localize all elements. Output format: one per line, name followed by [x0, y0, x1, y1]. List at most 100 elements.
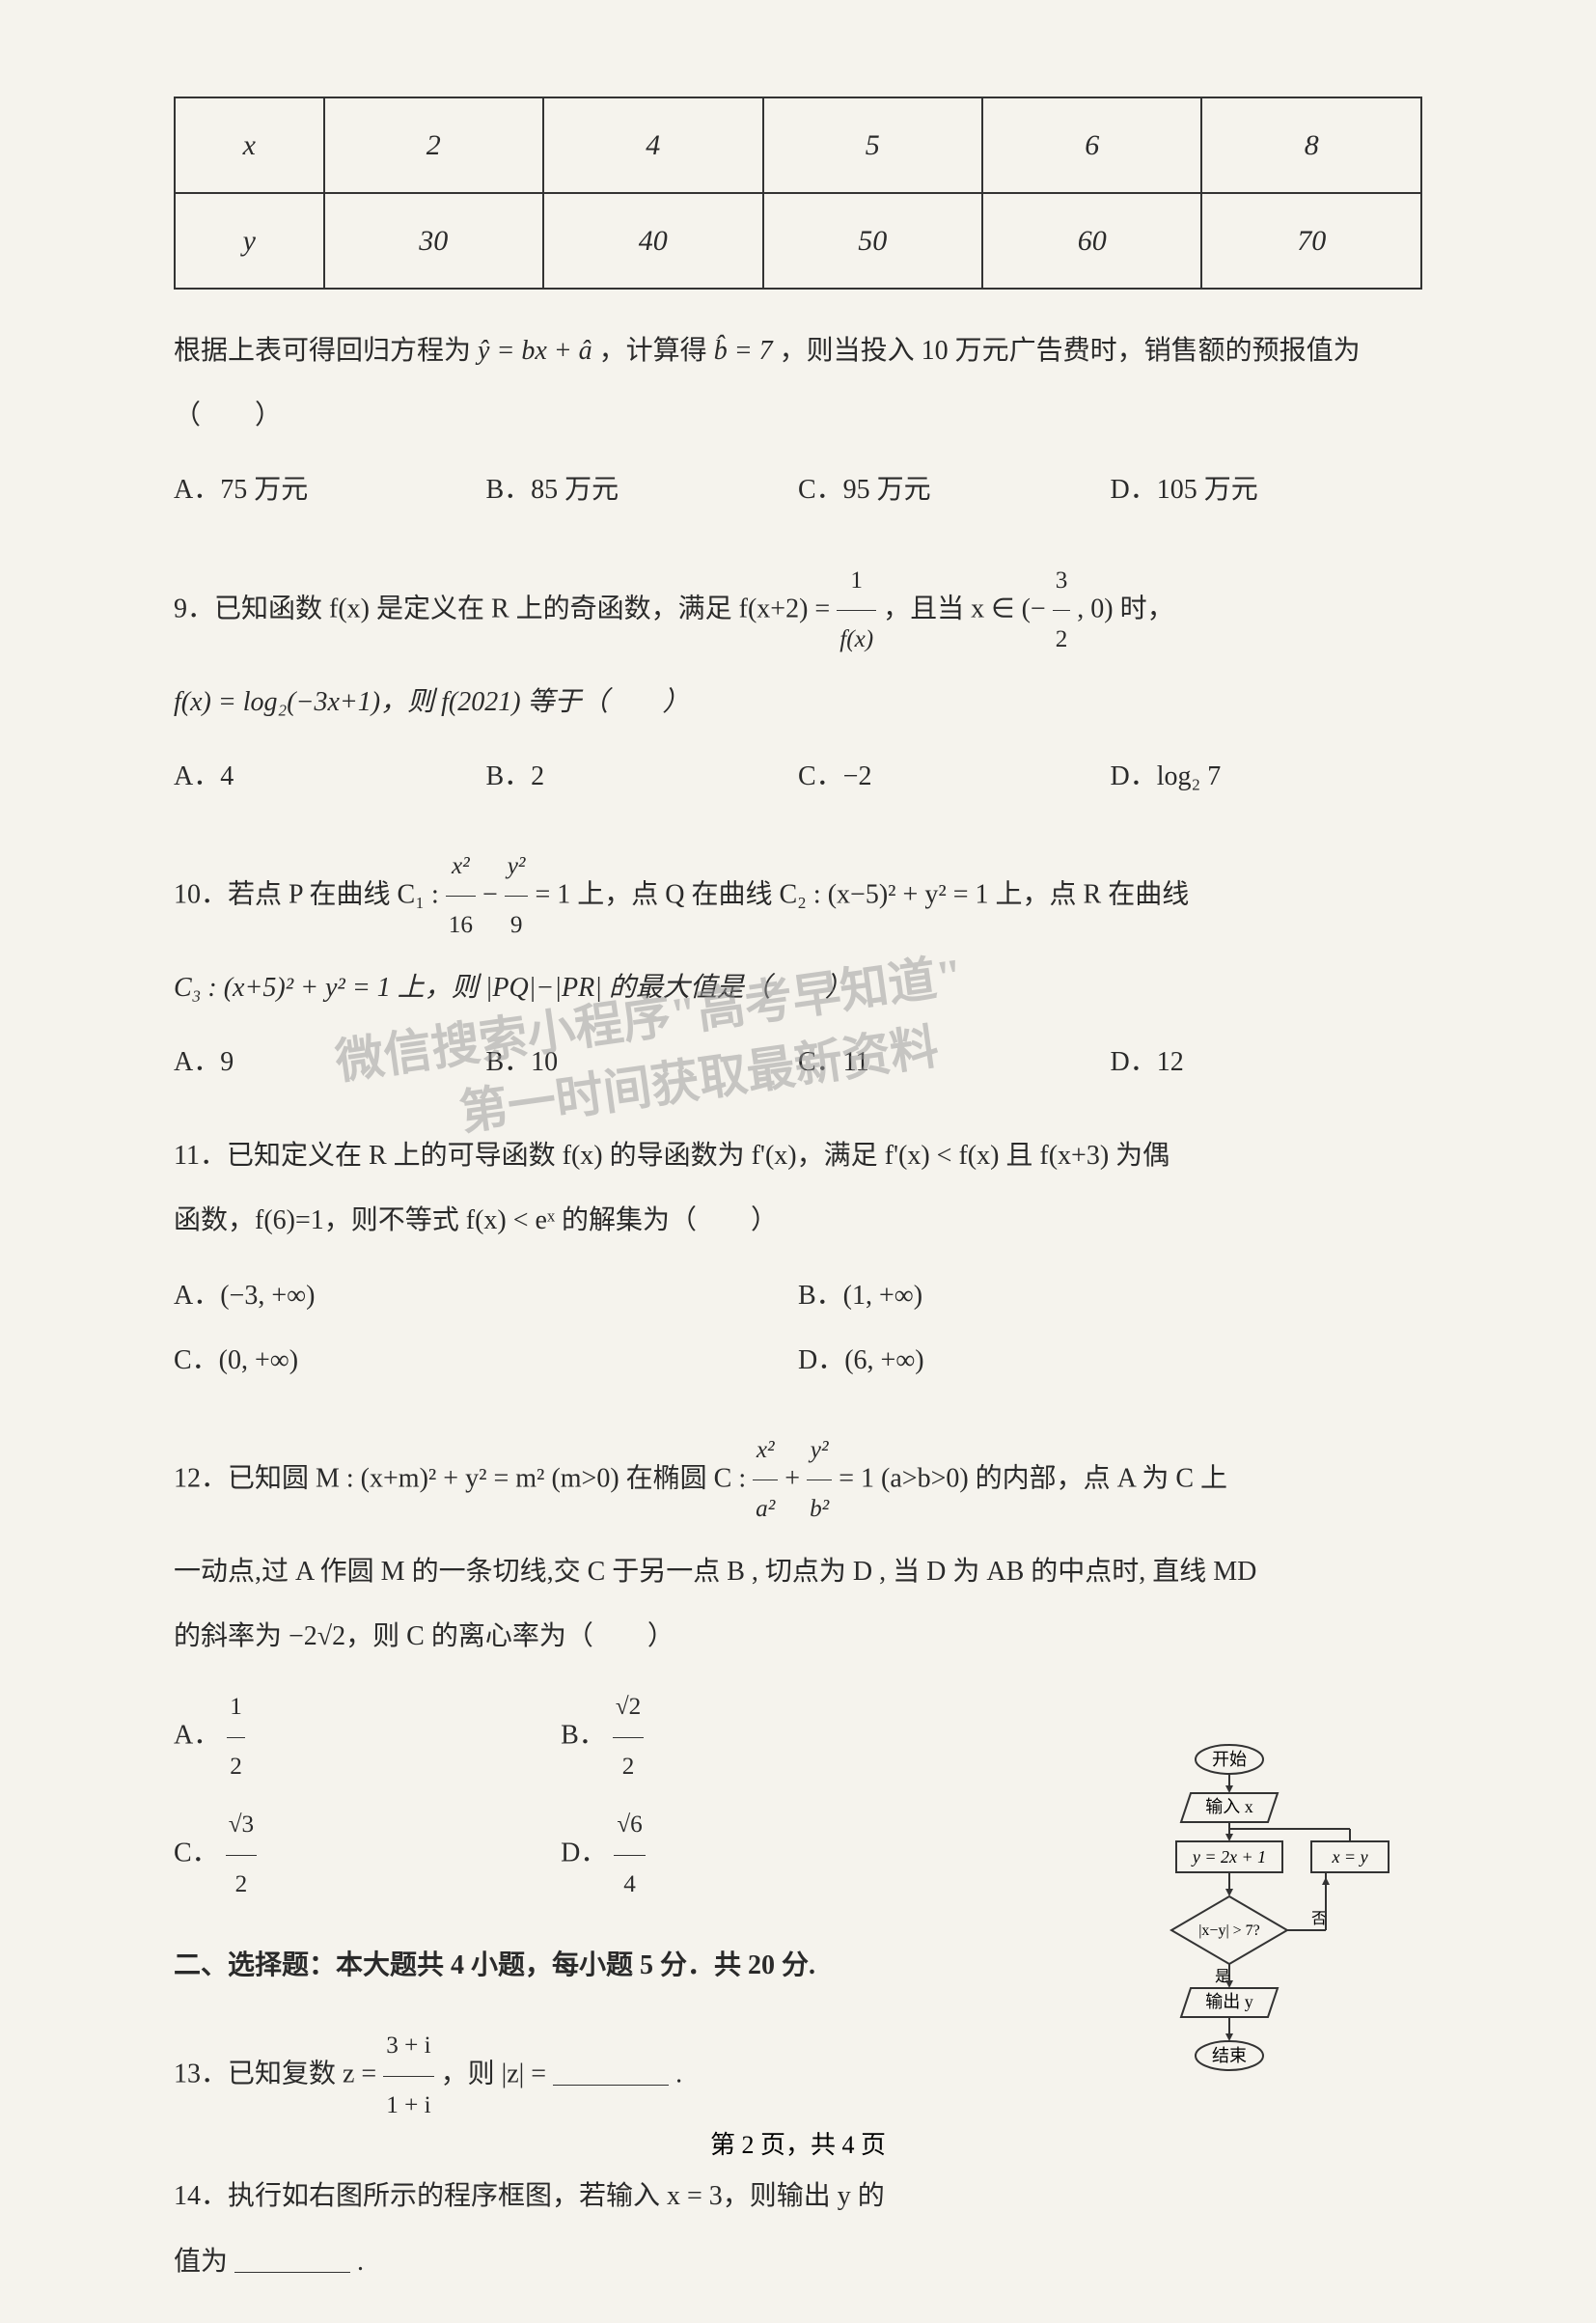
frac-num: x²: [446, 838, 476, 897]
q12-pre: 12．已知圆 M : (x+m)² + y² = m² (m>0) 在椭圆 C …: [174, 1463, 753, 1493]
flowchart-svg: 开始 输入 x y = 2x + 1 |x−y| > 7? 是 否 x = y …: [1123, 1742, 1413, 2099]
q8-text: 根据上表可得回归方程为: [174, 336, 471, 366]
question-14: 14．执行如右图所示的程序框图，若输入 x = 3，则输出 y 的 值为 .: [174, 2164, 948, 2293]
q8-b: b̂ = 7: [714, 336, 773, 366]
question-11: 11．已知定义在 R 上的可导函数 f(x) 的导函数为 f'(x)，满足 f'…: [174, 1123, 1422, 1393]
frac-num: √2: [613, 1678, 644, 1737]
option-c: C． √3 2: [174, 1796, 561, 1914]
option-b: B．10: [486, 1030, 799, 1094]
frac-num: 3: [1053, 552, 1071, 611]
q9-frac: 1 f(x): [837, 552, 876, 670]
option-a: A．(−3, +∞): [174, 1263, 798, 1328]
option-d: D． √6 4: [561, 1796, 948, 1914]
q10-pre: 10．若点 P 在曲线 C₁ :: [174, 879, 446, 909]
table-cell: 70: [1201, 193, 1421, 289]
blank-input[interactable]: [234, 2254, 350, 2273]
table-cell: 30: [324, 193, 543, 289]
opt-pre: D．: [561, 1839, 607, 1868]
q13-suffix: .: [675, 2060, 682, 2089]
frac-den: 4: [614, 1856, 645, 1914]
frac-den: 2: [227, 1738, 245, 1796]
frac-den: 2: [613, 1738, 644, 1796]
question-13: 13．已知复数 z = 3 + i 1 + i ，则 |z| = .: [174, 2017, 948, 2135]
opt-frac: √2 2: [613, 1678, 644, 1796]
q11-line2: 函数，f(6)=1，则不等式 f(x) < eˣ 的解集为（ ）: [174, 1205, 778, 1235]
table-cell: 50: [763, 193, 982, 289]
q12-line3: 的斜率为 −2√2，则 C 的离心率为（ ）: [174, 1621, 674, 1651]
frac-den: b²: [807, 1480, 832, 1538]
flow-start: 开始: [1212, 1750, 1247, 1769]
data-table: x 2 4 5 6 8 y 30 40 50 60 70: [174, 97, 1422, 290]
flow-end: 结束: [1212, 2046, 1247, 2065]
opt-pre: B．: [561, 1721, 606, 1751]
q9-prefix: 9．已知函数 f(x) 是定义在 R 上的奇函数，满足 f(x+2) =: [174, 594, 837, 623]
option-d: D．12: [1111, 1030, 1423, 1094]
q14-pre: 值为: [174, 2247, 234, 2277]
q14-line1: 14．执行如右图所示的程序框图，若输入 x = 3，则输出 y 的: [174, 2181, 885, 2211]
frac-den: 16: [446, 897, 476, 954]
frac-den: 2: [226, 1856, 257, 1914]
q10-post: = 1 上，点 Q 在曲线 C₂ : (x−5)² + y² = 1 上，点 R…: [535, 879, 1189, 909]
opt-frac: √6 4: [614, 1796, 645, 1914]
q9-mid2: , 0) 时，: [1077, 594, 1173, 623]
option-c: C．11: [798, 1030, 1111, 1094]
option-d: D．105 万元: [1111, 457, 1423, 522]
q12-post: = 1 (a>b>0) 的内部，点 A 为 C 上: [839, 1463, 1227, 1493]
option-d: D．log₂ 7: [1111, 744, 1423, 809]
frac-den: 9: [505, 897, 529, 954]
opt-frac: √3 2: [226, 1796, 257, 1914]
option-a: A． 1 2: [174, 1678, 561, 1796]
option-d: D．(6, +∞): [798, 1328, 1422, 1393]
question-9: 9．已知函数 f(x) 是定义在 R 上的奇函数，满足 f(x+2) = 1 f…: [174, 552, 1422, 809]
opt-pre: A．: [174, 1721, 220, 1751]
frac-num: 1: [837, 552, 876, 611]
q14-post: .: [357, 2247, 364, 2277]
q10-c1y: y² 9: [505, 838, 529, 955]
frac-num: 3 + i: [383, 2017, 433, 2076]
plus: +: [784, 1463, 807, 1493]
option-c: C．(0, +∞): [174, 1328, 798, 1393]
q12-options: A． 1 2 B． √2 2 C．: [174, 1678, 948, 1914]
section-2-title: 二、选择题：本大题共 4 小题，每小题 5 分．共 20 分.: [174, 1933, 948, 1998]
frac-den: a²: [753, 1480, 778, 1538]
table-cell: 40: [543, 193, 762, 289]
frac-num: 1: [227, 1678, 245, 1737]
table-row: x 2 4 5 6 8: [175, 97, 1421, 193]
table-cell: 2: [324, 97, 543, 193]
option-b: B．(1, +∞): [798, 1263, 1422, 1328]
question-8: 根据上表可得回归方程为 ŷ = bx + â ，计算得 b̂ = 7 ，则当投入…: [174, 318, 1422, 523]
frac-num: √3: [226, 1796, 257, 1855]
q9-mid: ，且当 x ∈ (−: [883, 594, 1046, 623]
q9-range: 3 2: [1053, 552, 1071, 670]
q10-line2: C₃ : (x+5)² + y² = 1 上，则 |PQ|−|PR| 的最大值是…: [174, 973, 852, 1003]
option-c: C．95 万元: [798, 457, 1111, 522]
minus: −: [482, 879, 505, 909]
flow-process1: y = 2x + 1: [1191, 1847, 1266, 1867]
blank-input[interactable]: [553, 2066, 669, 2086]
table-cell: x: [175, 97, 324, 193]
q13-pre: 13．已知复数 z =: [174, 2060, 383, 2089]
q11-options: A．(−3, +∞) B．(1, +∞) C．(0, +∞) D．(6, +∞): [174, 1263, 1422, 1393]
q10-options: A．9 B．10 C．11 D．12: [174, 1030, 1422, 1094]
frac-num: √6: [614, 1796, 645, 1855]
q12-line2: 一动点,过 A 作圆 M 的一条切线,交 C 于另一点 B , 切点为 D , …: [174, 1557, 1256, 1587]
frac-num: y²: [505, 838, 529, 897]
page-footer: 第 2 页，共 4 页: [0, 2125, 1596, 2161]
table-cell: y: [175, 193, 324, 289]
flowchart: 开始 输入 x y = 2x + 1 |x−y| > 7? 是 否 x = y …: [1123, 1742, 1413, 2105]
q12-ey: y² b²: [807, 1422, 832, 1539]
q8-options: A．75 万元 B．85 万元 C．95 万元 D．105 万元: [174, 457, 1422, 522]
frac-num: x²: [753, 1422, 778, 1480]
option-a: A．9: [174, 1030, 486, 1094]
option-c: C．−2: [798, 744, 1111, 809]
q8-mid: ，计算得: [599, 336, 707, 366]
flow-no: 否: [1311, 1911, 1327, 1927]
table-row: y 30 40 50 60 70: [175, 193, 1421, 289]
q13-post: ，则 |z| =: [441, 2060, 553, 2089]
option-b: B．85 万元: [486, 457, 799, 522]
q13-frac: 3 + i 1 + i: [383, 2017, 433, 2135]
q10-c1x: x² 16: [446, 838, 476, 955]
q9-line2: f(x) = log₂(−3x+1)，则 f(2021) 等于（ ）: [174, 687, 690, 717]
option-a: A．75 万元: [174, 457, 486, 522]
option-b: B．2: [486, 744, 799, 809]
